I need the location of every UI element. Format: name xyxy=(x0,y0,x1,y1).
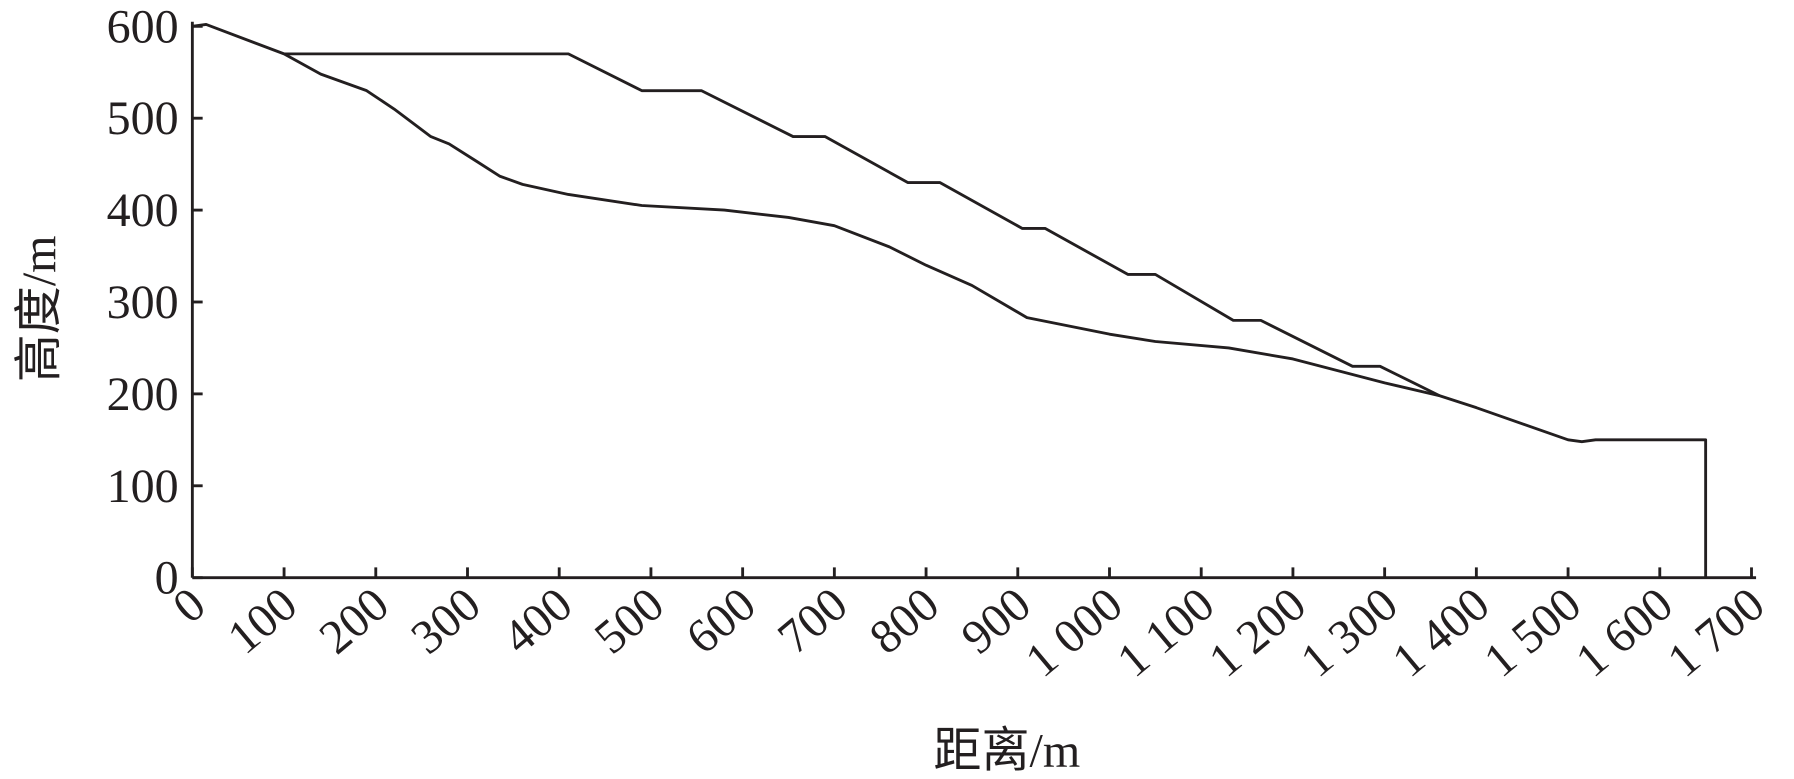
x-tick-label: 0 xyxy=(163,578,215,634)
y-tick-label: 0 xyxy=(155,552,179,605)
y-tick-label: 600 xyxy=(107,0,179,53)
y-tick-label: 400 xyxy=(107,184,179,237)
x-tick-label: 400 xyxy=(493,578,582,665)
x-tick-label: 700 xyxy=(768,578,857,665)
x-tick-label: 600 xyxy=(676,578,765,665)
line xyxy=(192,23,1708,578)
x-tick-label: 1 100 xyxy=(1107,578,1224,688)
x-tick-label: 1 500 xyxy=(1474,578,1591,688)
x-tick-label: 100 xyxy=(218,578,307,665)
y-tick-label: 500 xyxy=(107,92,179,145)
y-tick-label: 300 xyxy=(107,276,179,329)
y-tick-label: 200 xyxy=(107,368,179,421)
x-tick-label: 200 xyxy=(310,578,399,665)
x-tick-label: 500 xyxy=(585,578,674,665)
line xyxy=(284,52,1441,398)
x-tick-label: 1 200 xyxy=(1199,578,1316,688)
y-axis-label: 高度/m xyxy=(13,235,66,382)
x-tick-label: 300 xyxy=(401,578,490,665)
x-tick-label: 1 400 xyxy=(1383,578,1500,688)
x-tick-label: 800 xyxy=(860,578,949,665)
x-tick-label: 1 300 xyxy=(1291,578,1408,688)
x-tick-label: 1 600 xyxy=(1566,578,1683,688)
x-tick-label: 1 000 xyxy=(1016,578,1133,688)
x-axis-label: 距离/m xyxy=(933,724,1080,777)
y-tick-label: 100 xyxy=(107,460,179,513)
x-tick-label: 1 700 xyxy=(1658,578,1775,688)
